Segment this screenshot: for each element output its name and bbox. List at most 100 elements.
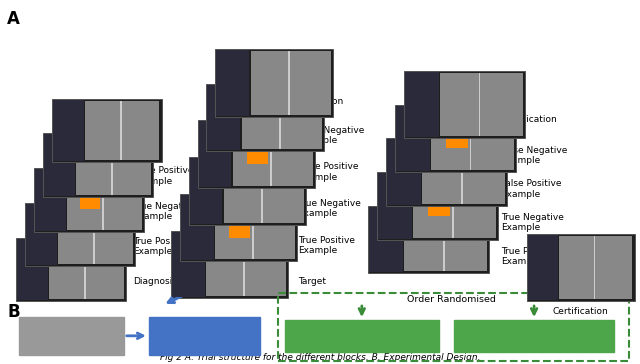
Text: True Negative
Example: True Negative Example — [298, 199, 361, 218]
Bar — [189, 158, 223, 224]
Bar — [171, 231, 288, 298]
Text: Diagnosis: Diagnosis — [133, 277, 177, 286]
Text: A: A — [8, 10, 20, 28]
Bar — [233, 122, 313, 186]
Text: Certification without
examples, 8 trials: Certification without examples, 8 trials — [490, 326, 578, 346]
Text: True Negative
Example: True Negative Example — [501, 213, 564, 232]
Bar — [270, 122, 272, 186]
Bar — [189, 157, 306, 225]
Bar — [80, 191, 100, 209]
Text: True Positive
Example: True Positive Example — [298, 236, 355, 255]
Text: True Positive
Example: True Positive Example — [133, 237, 190, 256]
Text: Certification: Certification — [501, 115, 557, 124]
Bar — [102, 170, 104, 230]
Text: Target: Target — [133, 138, 161, 147]
Text: True Positive
Example: True Positive Example — [501, 247, 558, 266]
Bar — [278, 293, 628, 361]
Bar — [84, 240, 86, 299]
Bar — [58, 205, 132, 264]
Bar — [19, 317, 124, 355]
Bar — [528, 234, 558, 300]
Text: Time: Time — [38, 162, 61, 190]
Text: Diagnosis and
prediction, 8 trials: Diagnosis and prediction, 8 trials — [165, 326, 244, 346]
Text: Instructions and
Informed consent: Instructions and Informed consent — [33, 326, 109, 346]
Bar — [206, 233, 286, 296]
Text: False Positive
Example: False Positive Example — [298, 162, 358, 182]
Bar — [431, 107, 514, 170]
Text: Order Randomised: Order Randomised — [407, 294, 496, 304]
Bar — [559, 236, 632, 299]
Bar — [17, 238, 48, 300]
Bar — [93, 205, 95, 264]
Text: Target: Target — [298, 277, 326, 286]
Text: False Negative
Example: False Negative Example — [501, 146, 568, 165]
Bar — [207, 85, 241, 150]
Bar — [247, 146, 268, 164]
Bar — [404, 72, 438, 137]
Bar — [26, 204, 57, 265]
Bar — [207, 84, 324, 151]
Bar — [527, 234, 635, 301]
Bar — [180, 194, 297, 261]
Bar — [52, 99, 162, 162]
Bar — [111, 135, 113, 195]
Bar — [470, 107, 472, 170]
Bar — [404, 71, 525, 138]
Bar — [454, 320, 614, 352]
Bar — [378, 173, 412, 238]
Bar — [396, 106, 429, 171]
Bar — [252, 196, 254, 260]
Bar — [288, 51, 290, 115]
Bar — [594, 236, 595, 299]
Bar — [428, 197, 450, 216]
Bar — [148, 317, 260, 355]
Bar — [413, 174, 496, 238]
Bar — [452, 174, 454, 238]
Bar — [242, 86, 322, 149]
Bar — [35, 169, 66, 231]
Bar — [49, 240, 124, 299]
Bar — [261, 159, 263, 223]
Bar — [368, 206, 489, 273]
Bar — [198, 122, 232, 187]
Bar — [53, 100, 84, 161]
Bar — [198, 120, 315, 188]
Bar — [251, 51, 331, 115]
Bar — [479, 73, 481, 136]
Bar — [243, 233, 245, 296]
Bar — [35, 168, 144, 232]
Bar — [216, 49, 333, 116]
Bar — [180, 195, 214, 260]
Bar — [443, 208, 445, 271]
Text: False Negative
Example: False Negative Example — [298, 126, 364, 145]
Bar — [76, 135, 150, 195]
Text: False Positive
Example: False Positive Example — [501, 179, 562, 199]
Bar — [120, 100, 122, 160]
Text: B: B — [8, 303, 20, 321]
Text: Prediction: Prediction — [298, 97, 343, 106]
Bar — [285, 320, 440, 352]
Bar — [369, 207, 403, 272]
Bar — [67, 170, 141, 230]
Bar — [215, 196, 295, 260]
Bar — [26, 203, 135, 266]
Bar — [404, 208, 487, 271]
Bar — [395, 104, 516, 172]
Bar — [445, 130, 468, 149]
Bar — [386, 138, 507, 206]
Bar — [85, 100, 159, 160]
Bar — [461, 140, 463, 204]
Bar — [17, 238, 126, 301]
Bar — [387, 139, 420, 205]
Bar — [279, 86, 281, 149]
Bar — [216, 50, 250, 115]
Text: False Positive
Example: False Positive Example — [133, 166, 193, 186]
Bar — [224, 159, 304, 223]
Bar — [172, 232, 205, 297]
Text: Fig 2 A. Trial structure for the different blocks. B. Experimental Design.: Fig 2 A. Trial structure for the differe… — [160, 353, 480, 361]
Text: Certification: Certification — [553, 306, 609, 316]
Text: Certification with
examples, 8 trials: Certification with examples, 8 trials — [323, 326, 400, 346]
Bar — [44, 133, 153, 197]
Bar — [422, 140, 505, 204]
Text: True Negative
Example: True Negative Example — [133, 202, 196, 221]
